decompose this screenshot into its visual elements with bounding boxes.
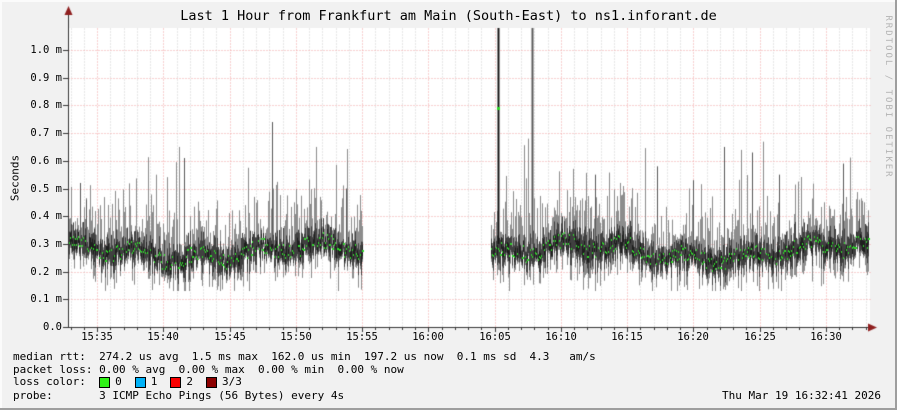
loss-color-items: 0 1 2 3/3 (99, 376, 255, 388)
x-tick-label: 16:00 (412, 331, 444, 343)
y-tick-label: 0.8 m (30, 99, 62, 111)
x-tick-label: 15:40 (147, 331, 179, 343)
median-rtt-stats: median rtt: 274.2 us avg 1.5 ms max 162.… (13, 350, 596, 363)
loss-color-item: 0 (99, 376, 122, 388)
y-tick-label: 0.1 m (30, 293, 62, 305)
x-tick-label: 15:50 (280, 331, 312, 343)
x-tick-label: 16:10 (545, 331, 577, 343)
loss-color-value: 1 (150, 375, 158, 388)
x-tick-label: 15:35 (81, 331, 113, 343)
loss-color-value: 0 (115, 375, 122, 388)
y-tick-label: 0.6 m (30, 155, 62, 167)
y-tick-label: 0.2 m (30, 266, 62, 278)
y-tick-label: 0.4 m (30, 210, 62, 222)
x-tick-label: 15:55 (346, 331, 378, 343)
graph-title: Last 1 Hour from Frankfurt am Main (Sout… (180, 8, 717, 24)
loss-color-item: 3/3 (205, 375, 242, 388)
x-tick-label: 16:25 (744, 331, 776, 343)
probe-stats: probe: 3 ICMP Echo Pings (56 Bytes) ever… (13, 389, 345, 402)
loss-color-legend: loss color: 0 1 2 3/3 (13, 376, 255, 388)
loss-color-item: 2 (170, 376, 193, 388)
y-tick-label: 0.3 m (30, 238, 62, 250)
y-tick-label: 0.5 m (30, 183, 62, 195)
x-tick-label: 16:15 (611, 331, 643, 343)
y-tick-label: 0.7 m (30, 127, 62, 139)
y-tick-label: 0.0 (43, 321, 62, 333)
graph-timestamp: Thu Mar 19 16:32:41 2026 (722, 389, 881, 402)
y-tick-label: 0.9 m (30, 72, 62, 84)
loss-color-value: 2 (186, 375, 193, 388)
x-tick-label: 16:20 (677, 331, 709, 343)
loss-color-swatch-icon (134, 376, 146, 388)
x-tick-label: 16:05 (479, 331, 511, 343)
packet-loss-stats: packet loss: 0.00 % avg 0.00 % max 0.00 … (13, 363, 404, 376)
loss-color-swatch-icon (99, 376, 111, 388)
y-tick-label: 1.0 m (30, 44, 62, 56)
loss-color-item: 1 (134, 375, 158, 388)
rrdtool-watermark: RRDTOOL / TOBI OETIKER (883, 15, 893, 179)
x-tick-label: 16:30 (810, 331, 842, 343)
loss-color-value: 3/3 (221, 375, 242, 388)
x-tick-label: 15:45 (214, 331, 246, 343)
loss-color-swatch-icon (170, 376, 182, 388)
loss-color-label: loss color: (13, 375, 100, 388)
loss-color-swatch-icon (205, 376, 217, 388)
